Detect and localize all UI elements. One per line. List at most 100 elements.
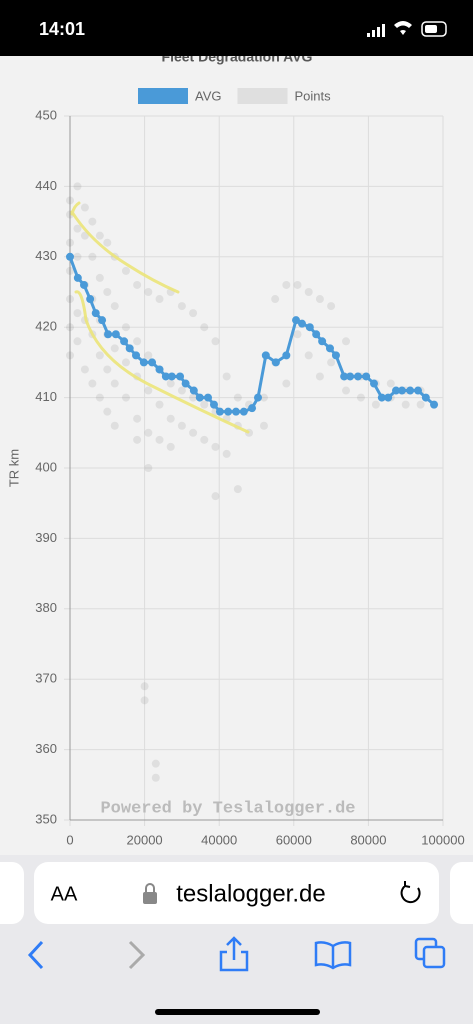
signal-bar <box>377 27 380 37</box>
avg-point <box>397 386 406 395</box>
scatter-point <box>155 400 164 409</box>
scatter-point <box>73 224 82 233</box>
avg-point <box>271 358 280 367</box>
scatter-point <box>356 393 365 402</box>
scatter-point <box>144 386 153 395</box>
scatter-point <box>133 280 142 289</box>
reload-button[interactable] <box>400 881 421 904</box>
scatter-point <box>386 379 395 388</box>
scatter-point <box>103 365 112 374</box>
scatter-point <box>282 379 291 388</box>
avg-point <box>369 379 378 388</box>
battery-level <box>425 25 437 33</box>
avg-point <box>79 280 88 289</box>
avg-point <box>430 400 439 409</box>
tab-square <box>422 945 446 969</box>
avg-point <box>392 386 401 395</box>
x-tick-label: 0 <box>66 832 73 847</box>
x-tick-label: 40000 <box>201 832 237 847</box>
text-size-button[interactable]: AA <box>51 883 78 905</box>
scatter-point <box>293 330 302 339</box>
scatter-point <box>304 288 313 296</box>
scatter-point <box>304 351 313 360</box>
back-button[interactable] <box>27 940 44 970</box>
scatter-point <box>416 400 425 409</box>
scatter-point <box>166 414 175 423</box>
y-tick-label: 350 <box>35 811 57 826</box>
scatter-point <box>144 351 153 360</box>
avg-point <box>406 386 415 395</box>
x-tick-label: 20000 <box>127 832 163 847</box>
x-tick-label: 80000 <box>350 832 386 847</box>
status-icons <box>367 21 447 37</box>
avg-point <box>305 323 314 332</box>
scatter-point <box>371 400 380 409</box>
scatter-point <box>177 386 186 395</box>
scatter-point <box>66 238 74 247</box>
signal-bar <box>382 24 385 37</box>
tab-preview[interactable] <box>0 862 24 924</box>
scatter-point <box>327 302 336 311</box>
address-bar[interactable] <box>34 862 439 924</box>
scatter-point <box>211 337 220 346</box>
scatter-point <box>66 266 74 275</box>
watermark: Powered by Teslalogger.de <box>100 799 355 818</box>
scatter-point <box>342 386 351 395</box>
scatter-point <box>73 252 82 261</box>
avg-point <box>248 404 257 413</box>
avg-point <box>224 407 233 416</box>
avg-point <box>139 358 148 367</box>
url[interactable]: teslalogger.de <box>176 880 325 907</box>
scatter-point <box>293 280 302 289</box>
scatter-point <box>315 372 324 381</box>
status-time: 14:01 <box>39 19 85 39</box>
avg-point <box>340 372 349 381</box>
tabs-button[interactable] <box>414 937 446 969</box>
avg-point <box>318 337 327 346</box>
scatter-point <box>177 421 186 430</box>
scatter-point <box>66 351 74 360</box>
share-button[interactable] <box>219 936 249 972</box>
legend-label: Points <box>295 88 332 103</box>
share-box <box>219 950 249 972</box>
bookmarks-button[interactable] <box>314 941 352 970</box>
scatter-point <box>166 442 175 451</box>
forward-button[interactable] <box>128 940 146 970</box>
avg-point <box>155 365 164 374</box>
scatter-point <box>200 435 209 444</box>
scatter-point <box>121 358 130 367</box>
avg-point <box>167 372 176 381</box>
scatter-point <box>259 393 268 402</box>
avg-point <box>189 386 198 395</box>
avg-point <box>261 351 270 360</box>
scatter-point <box>133 337 142 346</box>
scatter-point <box>155 435 164 444</box>
avg-point <box>104 330 113 339</box>
scatter-point <box>88 379 97 388</box>
scatter-point <box>66 295 74 304</box>
avg-point <box>73 273 82 282</box>
avg-point <box>86 295 95 304</box>
scatter-point <box>271 295 280 304</box>
scatter-point <box>95 351 104 360</box>
scatter-point <box>110 302 119 311</box>
tab-preview[interactable] <box>450 862 473 924</box>
avg-point <box>132 351 141 360</box>
avg-point <box>91 309 100 318</box>
scatter-point <box>177 302 186 311</box>
scatter-point <box>222 372 231 381</box>
scatter-point <box>151 759 160 768</box>
wifi-icon <box>394 21 412 35</box>
scatter-point <box>133 435 142 444</box>
x-tick-label: 100000 <box>421 832 464 847</box>
y-tick-label: 400 <box>35 459 57 474</box>
scatter-point <box>103 238 112 247</box>
scatter-point <box>110 344 119 353</box>
home-indicator <box>155 1009 320 1015</box>
avg-point <box>346 372 355 381</box>
scatter-point <box>327 358 336 367</box>
y-tick-label: 420 <box>35 319 57 334</box>
scatter-point <box>121 323 130 332</box>
